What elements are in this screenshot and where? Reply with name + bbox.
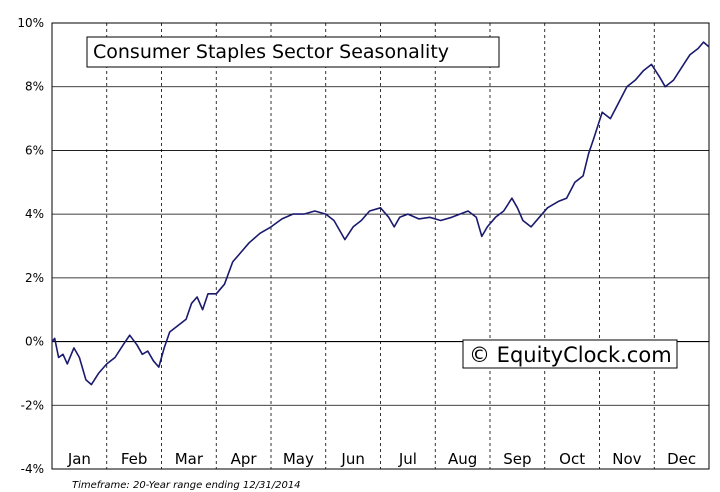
chart-title-box: Consumer Staples Sector Seasonality [86,36,500,68]
month-label: Mar [175,450,204,468]
watermark-text: © EquityClock.com [469,343,672,367]
y-axis-tick-labels: 10% 8% 6% 4% 2% 0% -2% -4% [17,16,44,476]
month-label: May [283,450,314,468]
plot-area-frame [51,22,710,470]
month-label: Dec [667,450,696,468]
y-tick-label: 8% [25,80,44,94]
y-tick-label: -4% [21,462,44,476]
month-label: Sep [503,450,531,468]
month-label: Feb [121,450,148,468]
y-tick-label: 6% [25,143,44,157]
month-label: Jun [340,450,364,468]
y-tick-label: -2% [21,398,44,412]
month-label: Apr [231,450,258,468]
month-label: Nov [612,450,641,468]
vertical-gridlines [106,23,655,469]
seasonality-series-line [51,41,710,386]
month-label: Aug [448,450,477,468]
y-tick-label: 0% [25,335,44,349]
timeframe-footer: Timeframe: 20-Year range ending 12/31/20… [72,480,301,491]
month-label: Jan [67,450,91,468]
y-tick-label: 10% [17,16,44,30]
y-tick-label: 2% [25,271,44,285]
y-tick-label: 4% [25,207,44,221]
month-label: Oct [559,450,585,468]
month-label: Jul [398,450,417,468]
watermark-box: © EquityClock.com [462,339,678,369]
chart-title: Consumer Staples Sector Seasonality [93,41,449,63]
x-axis-month-labels: Jan Feb Mar Apr May Jun Jul Aug Sep Oct Nov Dec [67,450,696,468]
